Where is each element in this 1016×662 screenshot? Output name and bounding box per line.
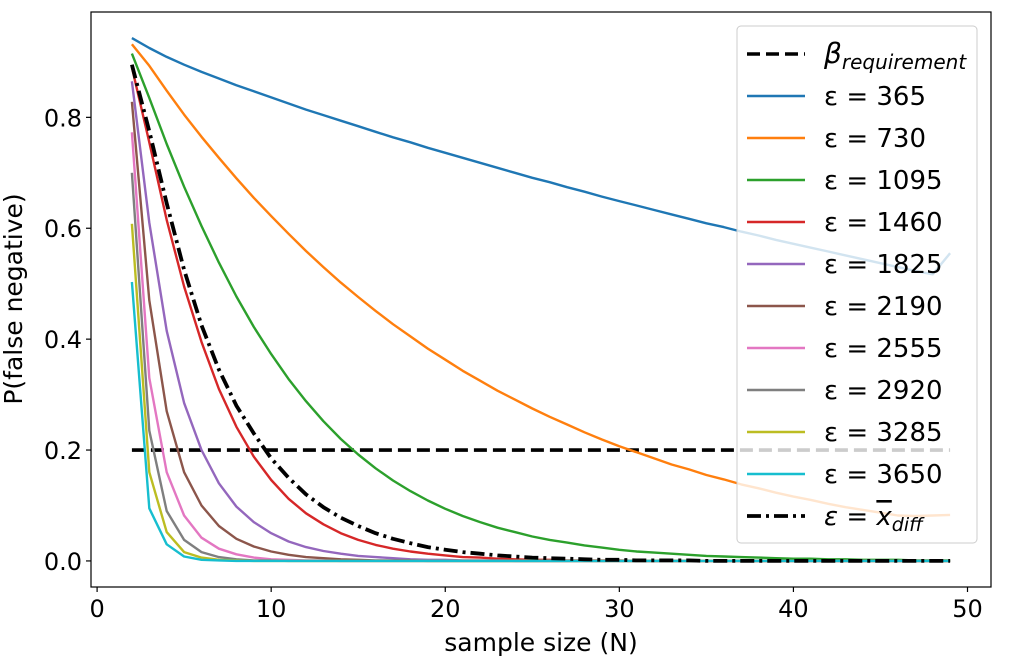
- plot-frame: [90, 11, 992, 588]
- legend-label-3: ε = 1460: [824, 208, 943, 238]
- legend-label-7: ε = 2920: [824, 376, 943, 406]
- legend-label-1: ε = 730: [824, 124, 926, 154]
- x-tick-label: 40: [778, 595, 809, 623]
- x-axis: 0 10 20 30 40 50: [89, 587, 983, 623]
- x-tick-label: 10: [256, 595, 287, 623]
- series-line-epsilon-xdiff: [130, 64, 951, 563]
- x-tick-label: 20: [430, 595, 461, 623]
- legend-label-2: ε = 1095: [824, 166, 943, 196]
- x-tick-label: 30: [604, 595, 635, 623]
- legend-label-beta-requirement: βrequirement: [823, 37, 967, 74]
- legend-label-0: ε = 365: [824, 82, 926, 112]
- y-axis: 0.0 0.2 0.4 0.6 0.8: [44, 104, 91, 576]
- legend-label-6: ε = 2555: [824, 334, 943, 364]
- legend-label-5: ε = 2190: [824, 292, 943, 322]
- legend-label-9: ε = 3650: [824, 460, 943, 490]
- x-axis-label: sample size (N): [444, 628, 637, 657]
- x-tick-label: 0: [89, 595, 104, 623]
- legend-box: [736, 25, 978, 544]
- x-tick-label: 50: [952, 595, 983, 623]
- y-tick-label: 0.2: [44, 437, 82, 465]
- y-tick-label: 0.8: [44, 104, 82, 132]
- plot-area: [130, 37, 952, 563]
- legend-label-8: ε = 3285: [824, 418, 943, 448]
- legend-label-epsilon-xdiff: ε = xdiff: [824, 502, 925, 536]
- y-tick-label: 0.6: [44, 215, 82, 243]
- series-line-2: [130, 53, 951, 562]
- legend: βrequirement ε = 365 ε = 730 ε = 1095 ε = 14…: [736, 25, 978, 544]
- y-tick-label: 0.0: [44, 548, 82, 576]
- y-tick-label: 0.4: [44, 326, 82, 354]
- y-axis-label: P(false negative): [0, 193, 28, 404]
- legend-label-4: ε = 1825: [824, 250, 943, 280]
